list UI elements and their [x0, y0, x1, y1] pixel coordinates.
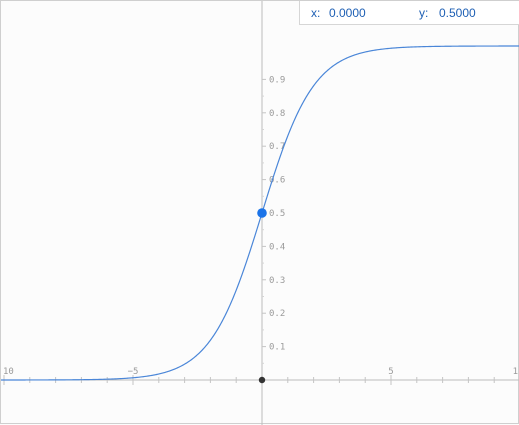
y-tick-label: 0.1	[269, 343, 285, 353]
y-tick-label: 0.5	[269, 209, 285, 219]
ticks	[3, 78, 495, 385]
y-tick-label: 0.2	[269, 309, 285, 319]
origin-point	[258, 376, 266, 384]
readout-y-value: 0.5000	[439, 6, 476, 20]
x-tick-label: 10	[3, 367, 14, 377]
x-tick-label: 5	[388, 367, 393, 377]
tick-labels: 10 −5 5 1 0.1 0.2 0.3 0.4 0.5 0.6 0.7 0.8 0.9	[3, 75, 518, 377]
x-tick-label: −5	[128, 367, 139, 377]
y-tick-label: 0.7	[269, 142, 285, 152]
sigmoid-curve	[1, 45, 519, 381]
y-tick-label: 0.9	[269, 75, 285, 85]
trace-point[interactable]	[257, 208, 267, 218]
readout-y-label: y:	[419, 6, 429, 20]
coordinate-readout: x: 0.0000 y: 0.5000	[299, 1, 519, 25]
y-tick-label: 0.8	[269, 109, 285, 119]
x-tick-label: 1	[513, 367, 518, 377]
y-tick-label: 0.3	[269, 276, 285, 286]
readout-x-value: 0.0000	[329, 6, 366, 20]
y-tick-label: 0.4	[269, 242, 285, 252]
y-tick-label: 0.6	[269, 176, 285, 186]
readout-x-label: x:	[311, 6, 321, 20]
